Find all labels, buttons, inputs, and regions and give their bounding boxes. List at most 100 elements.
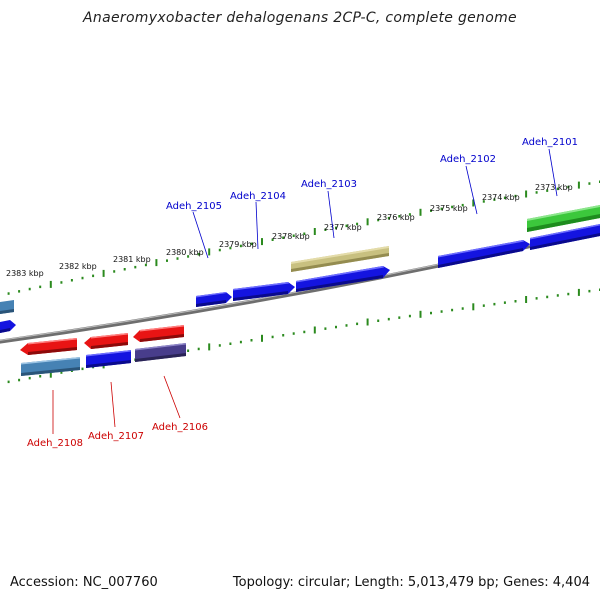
minor-tick xyxy=(377,319,380,322)
gene-feature-forward[interactable] xyxy=(296,266,390,292)
gene-label[interactable]: Adeh_2103 xyxy=(301,179,357,190)
gene-feature-forward[interactable] xyxy=(196,292,232,307)
gene-feature-adeh-2101[interactable] xyxy=(527,205,600,232)
minor-tick xyxy=(461,203,464,207)
major-tick xyxy=(472,303,475,311)
minor-tick xyxy=(39,285,42,289)
minor-tick xyxy=(81,367,84,371)
minor-tick xyxy=(588,289,591,293)
gene-feature-adeh-2106[interactable] xyxy=(135,343,186,362)
minor-tick xyxy=(503,301,506,304)
minor-tick xyxy=(440,207,443,211)
minor-tick xyxy=(60,371,63,374)
minor-tick xyxy=(303,232,306,235)
label-connectors-top xyxy=(192,148,558,259)
accession-text: Accession: NC_007760 xyxy=(10,575,158,590)
minor-tick xyxy=(92,274,95,278)
gene-feature-adeh-2108[interactable] xyxy=(21,357,80,376)
bottom-scale-ticks xyxy=(7,288,600,384)
gene-label[interactable]: Adeh_2105 xyxy=(166,201,222,212)
minor-tick xyxy=(335,325,337,329)
major-tick xyxy=(313,228,316,235)
minor-tick xyxy=(166,259,168,262)
major-tick xyxy=(419,310,422,318)
minor-tick xyxy=(451,308,454,312)
minor-tick xyxy=(514,300,517,303)
scale-label: 2381 kbp xyxy=(113,255,151,264)
scale-label: 2382 kbp xyxy=(59,262,97,271)
scale-label: 2373 kbp xyxy=(535,183,573,192)
gene-label[interactable]: Adeh_2106 xyxy=(152,422,208,433)
minor-tick xyxy=(7,292,10,295)
gene-feature-forward[interactable] xyxy=(530,224,600,250)
minor-tick xyxy=(250,339,253,342)
gene-feature-forward[interactable] xyxy=(233,282,295,301)
minor-tick xyxy=(197,253,200,256)
major-tick xyxy=(102,269,105,277)
gene-feature-forward[interactable] xyxy=(438,240,530,268)
minor-tick xyxy=(70,279,73,282)
scale-label: 2378 kbp xyxy=(272,232,310,241)
map-title: Anaeromyxobacter dehalogenans 2CP-C, com… xyxy=(83,10,517,26)
major-tick xyxy=(313,326,316,334)
minor-tick xyxy=(271,238,274,241)
minor-tick xyxy=(81,276,84,280)
minor-tick xyxy=(567,185,570,189)
minor-tick xyxy=(356,222,359,226)
major-tick xyxy=(525,296,528,303)
gene-feature-reverse[interactable] xyxy=(20,338,77,355)
gene-labels-bottom: Adeh_2108 Adeh_2107 Adeh_2106 xyxy=(27,422,208,449)
major-tick xyxy=(208,343,211,351)
minor-tick xyxy=(239,340,242,344)
gene-label[interactable]: Adeh_2104 xyxy=(230,191,286,202)
gene-label[interactable]: Adeh_2102 xyxy=(440,154,496,165)
scale-label: 2380 kbp xyxy=(166,248,204,257)
major-tick xyxy=(525,190,528,198)
scale-label: 2383 kbp xyxy=(6,269,44,278)
minor-tick xyxy=(18,378,21,382)
gene-feature-adeh-2107[interactable] xyxy=(86,350,131,368)
scale-label: 2376 kbp xyxy=(377,213,415,222)
minor-tick xyxy=(28,376,31,380)
minor-tick xyxy=(556,294,559,297)
scale-label: 2379 kbp xyxy=(219,240,257,249)
minor-tick xyxy=(398,316,401,319)
minor-tick xyxy=(430,209,432,212)
gene-label[interactable]: Adeh_2101 xyxy=(522,137,578,148)
gene-feature-reverse[interactable] xyxy=(133,325,184,342)
minor-tick xyxy=(218,344,221,347)
minor-tick xyxy=(556,187,559,191)
minor-tick xyxy=(461,307,464,310)
genome-summary-text: Topology: circular; Length: 5,013,479 bp… xyxy=(232,575,590,590)
major-tick xyxy=(49,370,52,378)
gene-feature-reverse[interactable] xyxy=(84,333,128,349)
scale-label: 2375 kbp xyxy=(430,204,468,213)
major-tick xyxy=(472,199,475,207)
minor-tick xyxy=(113,270,116,273)
minor-tick xyxy=(440,310,443,313)
gene-label[interactable]: Adeh_2108 xyxy=(27,438,83,449)
gene-labels-top: Adeh_2105 Adeh_2104 Adeh_2103 Adeh_2102 … xyxy=(166,137,578,212)
major-tick xyxy=(419,208,422,216)
minor-tick xyxy=(187,349,190,352)
gene-label[interactable]: Adeh_2107 xyxy=(88,431,144,442)
major-tick xyxy=(577,288,580,296)
minor-tick xyxy=(282,334,285,337)
minor-tick xyxy=(408,314,411,318)
minor-tick xyxy=(493,302,496,306)
minor-tick xyxy=(144,263,147,267)
minor-tick xyxy=(546,189,549,192)
minor-tick xyxy=(335,226,337,230)
minor-tick xyxy=(7,380,10,384)
gene-feature-adeh-2103[interactable] xyxy=(291,246,389,272)
major-tick xyxy=(366,218,369,226)
major-tick xyxy=(366,318,369,326)
minor-tick xyxy=(229,246,232,250)
minor-tick xyxy=(28,287,31,291)
gene-feature-partial[interactable] xyxy=(0,300,14,314)
minor-tick xyxy=(134,265,137,269)
gene-feature-partial[interactable] xyxy=(0,320,16,333)
major-tick xyxy=(261,334,263,342)
minor-tick xyxy=(324,327,327,330)
